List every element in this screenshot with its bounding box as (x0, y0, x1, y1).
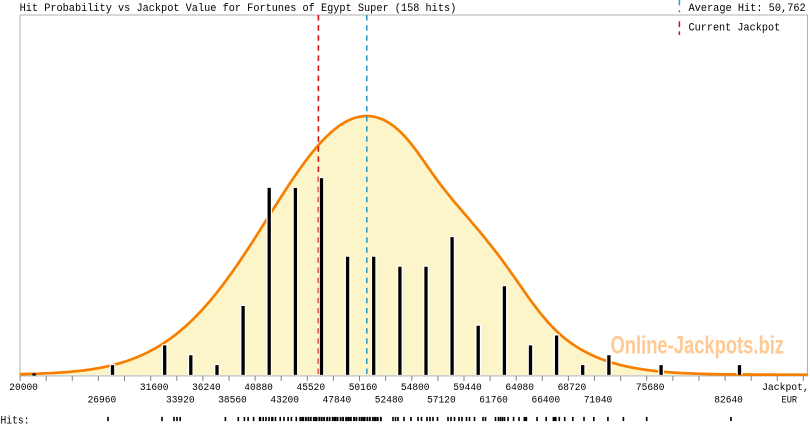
svg-text:59440: 59440 (453, 382, 482, 394)
svg-text:45520: 45520 (297, 382, 326, 394)
svg-text:52480: 52480 (375, 395, 404, 407)
svg-text:38560: 38560 (218, 395, 247, 407)
svg-text:47840: 47840 (323, 395, 352, 407)
svg-text:40880: 40880 (244, 382, 273, 394)
svg-text:82640: 82640 (714, 395, 743, 407)
svg-text:61760: 61760 (479, 395, 508, 407)
svg-text:EUR: EUR (782, 395, 798, 407)
svg-text:20000: 20000 (9, 382, 38, 394)
svg-text:54800: 54800 (401, 382, 430, 394)
svg-text:Online-Jackpots.biz: Online-Jackpots.biz (611, 332, 785, 359)
svg-text:75680: 75680 (636, 382, 665, 394)
svg-text:50160: 50160 (349, 382, 378, 394)
svg-text:71040: 71040 (584, 395, 613, 407)
svg-text:Hit Probability vs Jackpot Val: Hit Probability vs Jackpot Value for For… (20, 3, 457, 15)
svg-text:26960: 26960 (88, 395, 117, 407)
svg-text:Jackpot,: Jackpot, (762, 382, 809, 394)
svg-text:64080: 64080 (505, 382, 534, 394)
svg-text:Hits:: Hits: (1, 415, 30, 425)
svg-text:36240: 36240 (192, 382, 221, 394)
svg-text:31600: 31600 (140, 382, 169, 394)
svg-text:66400: 66400 (532, 395, 561, 407)
svg-text:Average Hit: 50,762: Average Hit: 50,762 (689, 3, 806, 15)
svg-text:33920: 33920 (166, 395, 195, 407)
svg-text:Current Jackpot: Current Jackpot (689, 23, 781, 35)
svg-text:68720: 68720 (558, 382, 587, 394)
svg-text:57120: 57120 (427, 395, 456, 407)
svg-text:43200: 43200 (270, 395, 299, 407)
